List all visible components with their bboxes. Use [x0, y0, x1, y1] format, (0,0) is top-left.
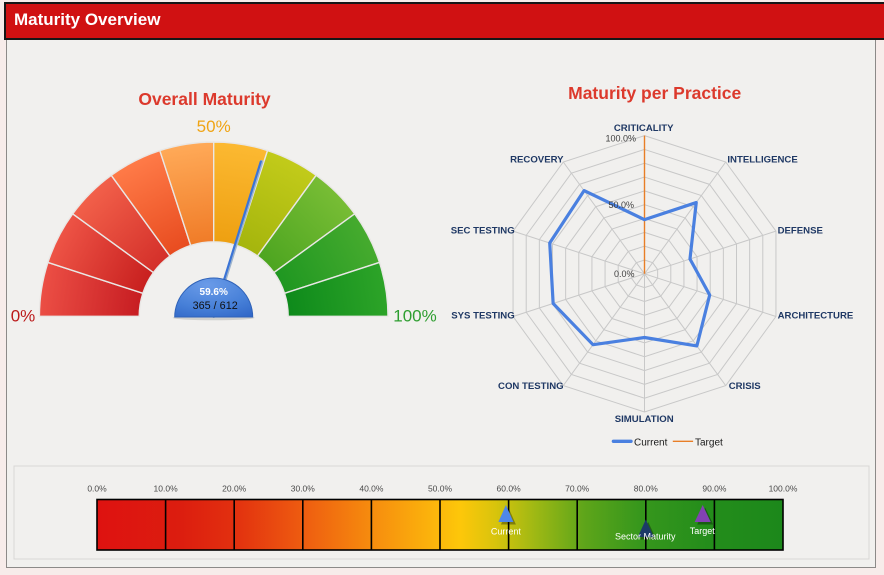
svg-text:DEFENSE: DEFENSE — [778, 226, 824, 237]
svg-text:60.0%: 60.0% — [497, 484, 522, 494]
svg-text:SEC TESTING: SEC TESTING — [451, 226, 515, 237]
svg-text:100%: 100% — [393, 307, 436, 326]
svg-text:59.6%: 59.6% — [200, 287, 228, 298]
svg-text:SIMULATION: SIMULATION — [615, 414, 674, 425]
svg-text:ARCHITECTURE: ARCHITECTURE — [778, 310, 854, 321]
svg-text:50.0%: 50.0% — [428, 484, 453, 494]
svg-text:CRITICALITY: CRITICALITY — [614, 123, 674, 134]
svg-text:0%: 0% — [11, 307, 36, 326]
svg-text:100.0%: 100.0% — [769, 484, 798, 494]
svg-text:Target: Target — [690, 526, 716, 536]
svg-text:0.0%: 0.0% — [614, 269, 635, 279]
svg-text:RECOVERY: RECOVERY — [510, 154, 564, 165]
svg-text:Overall Maturity: Overall Maturity — [138, 89, 271, 109]
svg-text:10.0%: 10.0% — [154, 484, 179, 494]
svg-text:50%: 50% — [197, 117, 231, 136]
svg-text:Current: Current — [491, 527, 522, 537]
svg-text:90.0%: 90.0% — [702, 484, 727, 494]
svg-text:50.0%: 50.0% — [608, 200, 634, 210]
svg-text:100.0%: 100.0% — [605, 133, 636, 143]
svg-text:Target: Target — [695, 438, 723, 449]
svg-text:CON TESTING: CON TESTING — [498, 381, 564, 392]
svg-text:0.0%: 0.0% — [87, 484, 107, 494]
svg-text:SYS TESTING: SYS TESTING — [451, 310, 514, 321]
svg-text:365 / 612: 365 / 612 — [193, 300, 238, 312]
svg-text:Current: Current — [634, 438, 668, 449]
svg-text:40.0%: 40.0% — [359, 484, 384, 494]
svg-text:INTELLIGENCE: INTELLIGENCE — [727, 154, 798, 165]
svg-text:20.0%: 20.0% — [222, 484, 247, 494]
svg-text:CRISIS: CRISIS — [729, 381, 762, 392]
svg-text:Maturity per Practice: Maturity per Practice — [568, 83, 741, 103]
svg-text:70.0%: 70.0% — [565, 484, 590, 494]
svg-text:80.0%: 80.0% — [634, 484, 659, 494]
svg-text:Sector Maturity: Sector Maturity — [615, 532, 676, 542]
svg-text:30.0%: 30.0% — [291, 484, 316, 494]
